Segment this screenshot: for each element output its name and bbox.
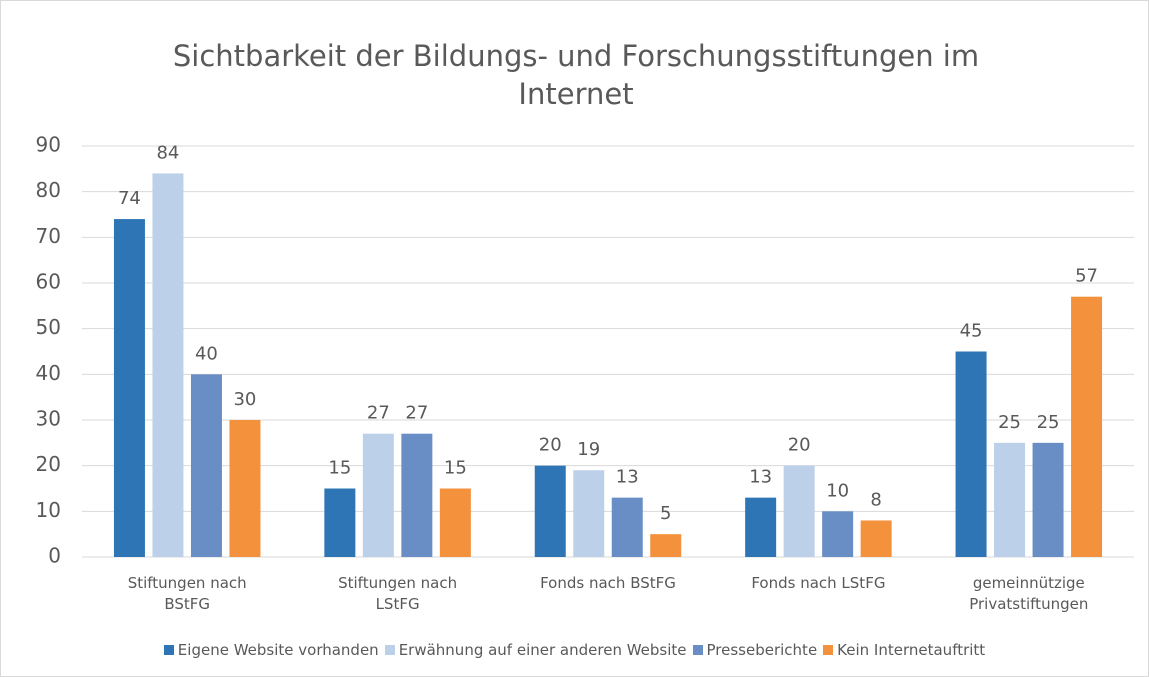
legend-item: Kein Internetauftritt	[823, 641, 985, 659]
data-label: 25	[1037, 412, 1060, 433]
data-label: 40	[195, 343, 218, 364]
bar	[113, 219, 145, 558]
bar	[362, 433, 394, 557]
legend-item: Erwähnung auf einer anderen Website	[384, 641, 687, 659]
x-tick-label: Stiftungen nach BStFG	[127, 574, 247, 613]
bar	[573, 470, 605, 557]
legend-label: Erwähnung auf einer anderen Website	[398, 641, 687, 659]
data-label: 45	[960, 321, 983, 342]
bar	[994, 442, 1026, 557]
legend-swatch	[823, 645, 834, 655]
y-tick-label: 20	[36, 452, 61, 476]
y-tick-label: 0	[48, 544, 61, 568]
data-label: 8	[870, 489, 881, 510]
legend-label: Presseberichte	[706, 641, 818, 659]
y-tick-label: 50	[36, 315, 61, 339]
bar	[324, 488, 356, 557]
bar	[822, 511, 854, 557]
x-tick-label: Stiftungen nach LStFG	[338, 574, 458, 613]
data-label: 25	[998, 412, 1021, 433]
data-label: 10	[826, 480, 849, 501]
y-tick-label: 90	[36, 133, 61, 157]
data-label: 27	[405, 403, 428, 424]
x-tick-label: gemeinnützige Privatstiftungen	[969, 574, 1089, 613]
y-tick-label: 40	[36, 361, 61, 385]
x-tick-label: Fonds nach LStFG	[751, 574, 886, 592]
data-label: 13	[749, 467, 772, 488]
data-label: 5	[660, 503, 671, 524]
bar	[534, 465, 566, 557]
data-label: 15	[444, 458, 467, 479]
data-label: 74	[118, 188, 141, 209]
legend-item: Eigene Website vorhanden	[163, 641, 379, 659]
bar	[401, 433, 433, 557]
data-label: 15	[328, 458, 351, 479]
y-tick-label: 60	[36, 270, 61, 294]
bar	[611, 497, 643, 557]
bar	[152, 173, 184, 557]
data-label: 27	[367, 403, 390, 424]
y-tick-label: 10	[36, 498, 61, 522]
data-label: 20	[539, 435, 562, 456]
bar	[860, 520, 892, 557]
data-label: 20	[788, 435, 811, 456]
chart-title: Sichtbarkeit der Bildungs- und Forschung…	[172, 39, 980, 111]
bar	[650, 534, 682, 557]
bar	[190, 374, 222, 557]
data-label: 13	[616, 467, 639, 488]
bar	[745, 497, 777, 557]
legend-swatch	[692, 645, 703, 655]
bar	[1071, 296, 1103, 557]
x-tick-label: Fonds nach BStFG	[540, 574, 676, 592]
legend-label: Eigene Website vorhanden	[177, 641, 379, 659]
data-label: 84	[156, 142, 179, 163]
bar	[229, 420, 261, 557]
legend-item: Presseberichte	[692, 641, 818, 659]
legend-swatch	[163, 645, 174, 655]
bar	[955, 351, 987, 557]
y-tick-label: 30	[36, 407, 61, 431]
legend-swatch	[384, 645, 395, 655]
bar	[783, 465, 815, 557]
legend: Eigene Website vorhanden Erwähnung auf ei…	[1, 641, 1148, 659]
bar	[439, 488, 471, 557]
data-label: 19	[577, 439, 600, 460]
data-label: 57	[1075, 266, 1098, 287]
y-tick-label: 70	[36, 224, 61, 248]
legend-label: Kein Internetauftritt	[837, 641, 986, 659]
y-tick-label: 80	[36, 178, 61, 202]
data-label: 30	[233, 389, 256, 410]
bar	[1032, 442, 1064, 557]
